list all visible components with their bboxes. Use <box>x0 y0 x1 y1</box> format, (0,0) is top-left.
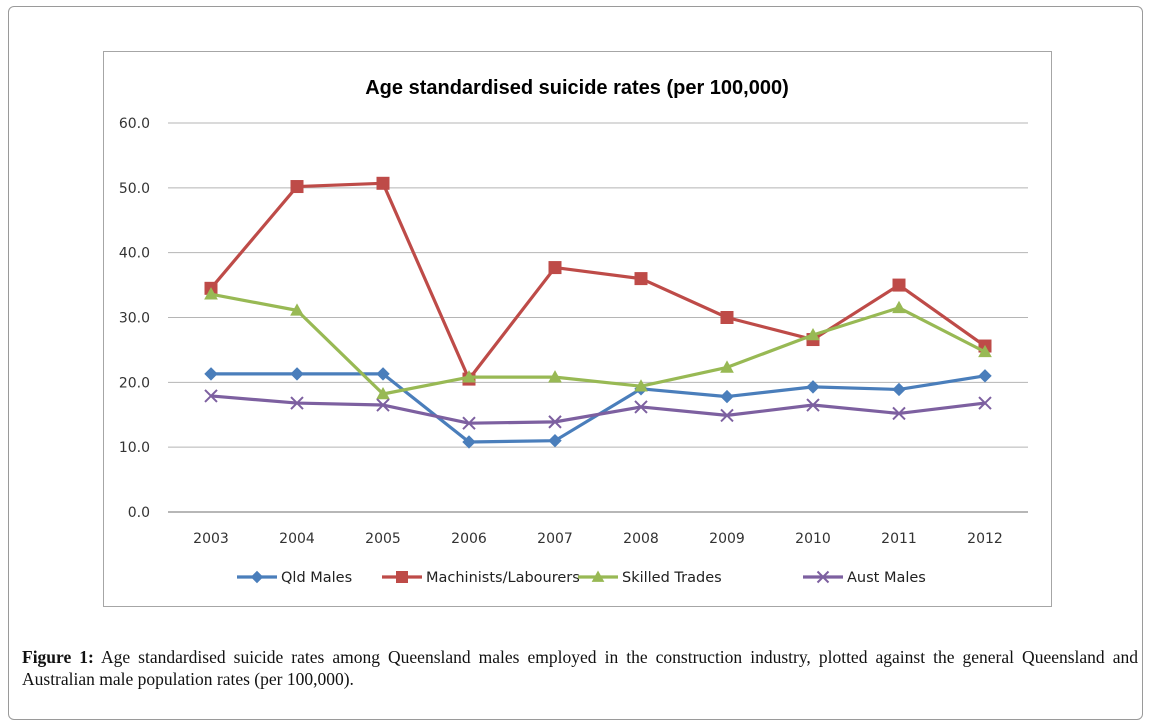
y-tick-label: 40.0 <box>119 246 150 262</box>
data-point-skilled-trades <box>548 370 562 383</box>
data-point-skilled-trades <box>892 300 906 314</box>
x-tick-label: 2008 <box>623 531 659 547</box>
data-point-qld-males <box>462 435 476 449</box>
data-point-qld-males <box>978 369 992 383</box>
series-line-qld-males <box>211 372 986 444</box>
y-tick-label: 60.0 <box>119 116 150 132</box>
x-tick-label: 2006 <box>451 531 487 547</box>
data-point-skilled-trades <box>720 360 734 373</box>
data-point-aust-males <box>634 400 648 414</box>
y-tick-label: 50.0 <box>119 181 150 197</box>
legend-marker-skilled-trades <box>591 570 605 582</box>
data-point-aust-males <box>892 406 906 421</box>
y-tick-label: 0.0 <box>128 505 150 521</box>
data-point-qld-males <box>376 367 390 381</box>
data-point-aust-males <box>290 396 304 410</box>
chart-title: Age standardised suicide rates (per 100,… <box>365 77 789 99</box>
y-tick-label: 10.0 <box>119 440 150 456</box>
data-point-aust-males <box>462 416 476 430</box>
data-point-machinists-labourers <box>548 261 562 275</box>
x-tick-label: 2004 <box>279 531 315 547</box>
data-point-aust-males <box>548 415 562 429</box>
data-point-machinists-labourers <box>376 176 390 190</box>
legend-label-machinists-labourers: Machinists/Labourers <box>426 570 580 586</box>
data-point-machinists-labourers <box>720 311 734 324</box>
x-tick-label: 2005 <box>365 531 401 547</box>
y-tick-label: 30.0 <box>119 311 150 327</box>
data-point-skilled-trades <box>290 303 304 316</box>
series-line-skilled-trades <box>210 292 986 396</box>
x-tick-label: 2010 <box>795 531 831 547</box>
data-point-skilled-trades <box>376 386 390 400</box>
legend-marker-aust-males <box>816 570 830 584</box>
legend-label-qld-males: Qld Males <box>281 570 352 586</box>
y-tick-label: 20.0 <box>119 375 150 391</box>
data-point-aust-males <box>720 408 734 423</box>
x-tick-label: 2003 <box>193 531 229 547</box>
data-point-machinists-labourers <box>290 180 304 194</box>
data-point-aust-males <box>806 398 820 412</box>
caption-label: Figure 1: <box>22 647 94 667</box>
figure-caption: Figure 1: Age standardised suicide rates… <box>22 646 1138 690</box>
x-tick-label: 2012 <box>967 531 1003 547</box>
legend-label-aust-males: Aust Males <box>847 570 926 586</box>
data-point-skilled-trades <box>462 370 476 383</box>
legend-marker-machinists-labourers <box>396 571 408 583</box>
data-point-skilled-trades <box>806 327 820 341</box>
x-tick-label: 2011 <box>881 531 917 547</box>
data-point-machinists-labourers <box>634 272 648 286</box>
x-tick-label: 2009 <box>709 531 745 547</box>
data-point-qld-males <box>204 367 218 381</box>
legend-label-skilled-trades: Skilled Trades <box>622 570 722 586</box>
line-chart: Age standardised suicide rates (per 100,… <box>119 77 1028 586</box>
data-point-aust-males <box>204 389 218 403</box>
figure-frame <box>8 6 1143 720</box>
data-point-qld-males <box>806 380 820 394</box>
series-line-aust-males <box>210 394 986 425</box>
series-line-machinists-labourers <box>209 181 986 381</box>
data-point-qld-males <box>548 433 562 448</box>
data-point-skilled-trades <box>204 287 218 300</box>
data-point-aust-males <box>376 398 390 412</box>
legend-marker-qld-males <box>250 570 264 584</box>
chart-container: Age standardised suicide rates (per 100,… <box>103 51 1052 607</box>
data-point-machinists-labourers <box>892 278 906 292</box>
data-point-aust-males <box>978 396 992 410</box>
x-tick-label: 2007 <box>537 531 573 547</box>
data-point-skilled-trades <box>978 344 992 358</box>
data-point-skilled-trades <box>634 379 648 392</box>
data-point-qld-males <box>892 382 906 397</box>
data-point-qld-males <box>720 389 734 404</box>
data-point-qld-males <box>290 367 304 381</box>
caption-text: Age standardised suicide rates among Que… <box>22 647 1138 689</box>
